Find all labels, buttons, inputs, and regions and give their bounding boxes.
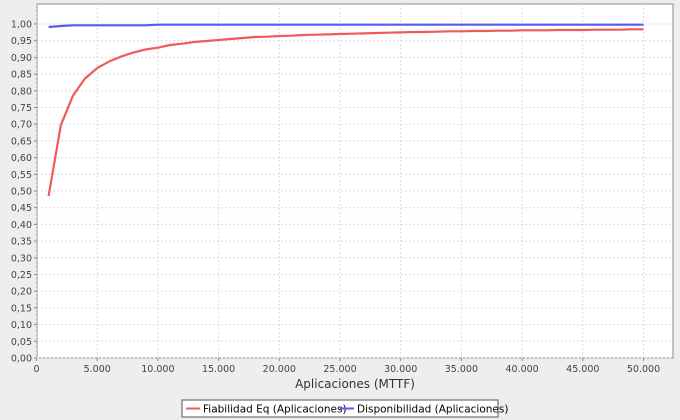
legend-label-fiabilidad: Fiabilidad Eq (Aplicaciones) xyxy=(203,404,347,416)
y-tick-label: 0,05 xyxy=(11,337,32,348)
x-tick-label: 50.000 xyxy=(627,364,660,375)
x-axis: 0 5.000 10.000 15.000 20.000 25.000 30.000 35.0… xyxy=(33,358,660,375)
legend: Fiabilidad Eq (Aplicaciones) Disponibili… xyxy=(181,399,508,418)
legend-label-disponibilidad: Disponibilidad (Aplicaciones) xyxy=(357,404,508,416)
plot-area xyxy=(36,3,674,359)
y-tick-label: 0,10 xyxy=(11,320,32,331)
y-tick-label: 0,20 xyxy=(11,287,32,298)
x-tick-label: 5.000 xyxy=(84,364,111,375)
x-tick-label: 0 xyxy=(33,364,39,375)
x-tick-label: 10.000 xyxy=(141,364,174,375)
y-tick-label: 0,55 xyxy=(11,170,32,181)
y-axis: 0,00 0,05 0,10 0,15 0,20 0,25 0,30 0,35 0,40 0,45… xyxy=(11,20,37,365)
y-tick-label: 0,65 xyxy=(11,136,32,147)
y-tick-label: 0,85 xyxy=(11,70,32,81)
series-line-disponibilidad xyxy=(48,23,644,29)
y-tick-label: 0,00 xyxy=(11,354,32,365)
gridlines xyxy=(36,4,673,359)
x-tick-label: 20.000 xyxy=(263,364,296,375)
y-tick-label: 0,80 xyxy=(11,86,32,97)
y-tick-label: 0,25 xyxy=(11,270,32,281)
x-tick-label: 15.000 xyxy=(202,364,235,375)
y-tick-label: 0,70 xyxy=(11,120,32,131)
y-tick-label: 0,45 xyxy=(11,203,32,214)
x-tick-label: 25.000 xyxy=(323,364,356,375)
y-tick-label: 0,90 xyxy=(11,53,32,64)
y-tick-label: 0,50 xyxy=(11,187,32,198)
y-tick-label: 0,35 xyxy=(11,237,32,248)
y-tick-label: 1,00 xyxy=(11,20,32,31)
y-tick-label: 0,40 xyxy=(11,220,32,231)
y-tick-label: 0,30 xyxy=(11,253,32,264)
x-axis-title: Aplicaciones (MTTF) xyxy=(295,377,415,391)
y-tick-label: 0,95 xyxy=(11,36,32,47)
y-tick-label: 0,15 xyxy=(11,303,32,314)
x-tick-label: 45.000 xyxy=(566,364,599,375)
x-tick-label: 40.000 xyxy=(505,364,538,375)
series-line-fiabilidad xyxy=(47,28,644,197)
y-tick-label: 0,75 xyxy=(11,103,32,114)
series-layer xyxy=(47,23,644,197)
x-tick-label: 30.000 xyxy=(384,364,417,375)
x-tick-label: 35.000 xyxy=(445,364,478,375)
y-tick-label: 0,60 xyxy=(11,153,32,164)
